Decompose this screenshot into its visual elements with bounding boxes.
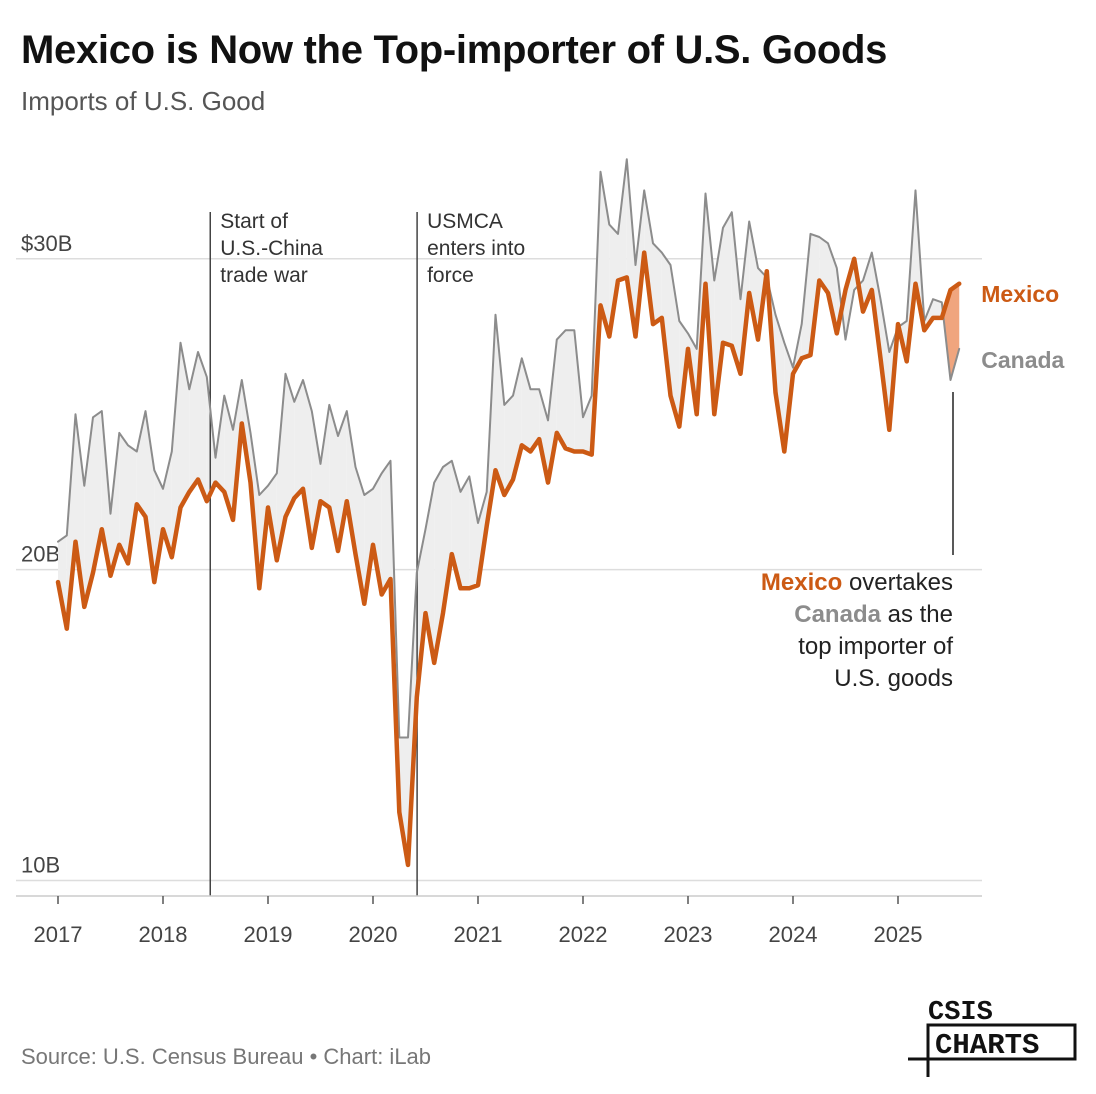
- gap-fill-segment: [670, 265, 680, 427]
- event-layer: Start of U.S.-China trade war USMCA enters i…: [209, 210, 525, 896]
- gap-fill-segment: [775, 314, 785, 452]
- gap-fill-segment: [294, 380, 303, 499]
- annotation-layer: Mexico overtakes Canada as the top importe…: [761, 392, 954, 692]
- gap-fill-segment: [180, 342, 190, 508]
- gap-fill-segment: [136, 411, 146, 517]
- gap-fill-segment: [215, 395, 225, 492]
- annotation-line-1: Canada as the: [794, 601, 953, 628]
- x-tick-label-2017: 2017: [34, 922, 83, 947]
- x-tick-label-2021: 2021: [454, 922, 503, 947]
- series-line-canada: [57, 158, 961, 739]
- x-tick-label-2019: 2019: [244, 922, 293, 947]
- gap-fill-segment: [863, 252, 872, 312]
- gap-fill-segment: [119, 432, 128, 564]
- event-label-1-1: enters into: [427, 237, 525, 260]
- x-tick-label-2025: 2025: [874, 922, 923, 947]
- gap-fill-segment: [110, 432, 120, 576]
- y-tick-label-1: 20B: [21, 542, 60, 567]
- gap-fill-segment: [530, 389, 540, 452]
- gap-fill-segment: [320, 404, 330, 508]
- annotation-part-1: overtakes: [842, 569, 953, 596]
- gap-fill-segment: [381, 460, 391, 595]
- chart-subtitle: Imports of U.S. Good: [21, 86, 266, 116]
- gap-fill-segment: [828, 243, 837, 334]
- logo-line1: CSIS: [928, 998, 993, 1028]
- gap-fill-segment: [495, 314, 505, 496]
- gap-fill-segment: [714, 227, 723, 415]
- event-label-0-0: Start of: [220, 210, 288, 233]
- annotation-part-3: as the: [881, 601, 953, 628]
- gap-fill-segment: [583, 395, 592, 455]
- annotation-part-4: top importer of: [798, 633, 953, 660]
- gap-fill-segment: [618, 159, 627, 281]
- x-tick-label-2022: 2022: [559, 922, 608, 947]
- gap-fill-segment: [565, 330, 575, 452]
- annotation-part-0: Mexico: [761, 569, 842, 596]
- gap-fill-segment: [933, 299, 942, 318]
- gap-fill-segment: [469, 476, 478, 589]
- csis-charts-logo: CSIS CHARTS: [908, 998, 1077, 1077]
- series-line-layer: [55, 158, 962, 868]
- y-tick-label-2: $30B: [21, 231, 72, 256]
- annotation-part-5: U.S. goods: [834, 665, 953, 692]
- event-label-1-2: force: [427, 264, 474, 287]
- gap-fill-segment: [145, 411, 155, 583]
- gap-fill-segment: [556, 330, 566, 449]
- x-tick-label-2024: 2024: [769, 922, 818, 947]
- gap-fill-segment: [303, 380, 312, 548]
- gap-fill-segment: [75, 414, 85, 607]
- gap-fill-segment: [731, 212, 741, 374]
- gap-fill-segment: [819, 237, 828, 293]
- annotation-line-0: Mexico overtakes: [761, 569, 953, 596]
- gap-fill-segment: [749, 221, 758, 340]
- gap-fill-segment: [548, 339, 557, 483]
- gap-fill-segment: [198, 352, 207, 502]
- chart-title: Mexico is Now the Top-importer of U.S. G…: [21, 28, 888, 72]
- series-line-mexico: [55, 250, 962, 868]
- gap-fill-segment: [224, 395, 233, 520]
- series-label-layer: Mexico Canada: [981, 281, 1064, 373]
- gap-fill-segment: [338, 411, 347, 551]
- x-tick-label-2023: 2023: [664, 922, 713, 947]
- annotation-line-2: top importer of: [798, 633, 953, 660]
- x-axis: 2017 2018 2019 2020 2021 2022 2023 2024 2025: [16, 895, 982, 947]
- series-label-canada: Canada: [981, 347, 1064, 373]
- x-tick-label-2020: 2020: [349, 922, 398, 947]
- gap-fill-segment: [66, 414, 76, 629]
- event-label-0-2: trade war: [220, 264, 308, 287]
- gap-fill-segment: [460, 476, 470, 589]
- gap-fill-segment: [346, 411, 356, 555]
- gap-fill-segment: [653, 243, 662, 325]
- gap-fill-segment: [521, 358, 531, 452]
- gap-fill-segment: [171, 342, 181, 558]
- event-label-0-1: U.S.-China: [220, 237, 323, 260]
- event-label-1-0: USMCA: [427, 210, 503, 233]
- y-tick-label-0: 10B: [21, 852, 60, 877]
- gap-fill-segment: [373, 473, 382, 595]
- x-tick-label-2018: 2018: [139, 922, 188, 947]
- series-label-mexico: Mexico: [981, 281, 1059, 307]
- gap-fill-segment: [206, 376, 216, 502]
- annotation-line-3: U.S. goods: [834, 665, 953, 692]
- annotation-part-2: Canada: [794, 601, 881, 628]
- gap-fill-segment: [355, 467, 365, 604]
- source-note: Source: U.S. Census Bureau • Chart: iLab: [21, 1044, 432, 1069]
- gap-fill-segment: [189, 352, 198, 492]
- gap-fill-segment: [723, 212, 732, 346]
- gap-fill-segment: [84, 417, 93, 607]
- gap-fill-segment: [154, 470, 163, 583]
- gap-fill-segment: [276, 373, 286, 561]
- gap-fill-segment: [504, 395, 513, 496]
- gap-fill-layer: [58, 159, 960, 865]
- gap-fill-segment: [845, 258, 855, 340]
- gap-fill-segment: [443, 460, 452, 614]
- logo-line2: CHARTS: [935, 1029, 1039, 1062]
- gap-fill-segment: [311, 411, 321, 548]
- gap-fill-segment: [399, 737, 408, 865]
- gap-fill-segment: [285, 373, 295, 517]
